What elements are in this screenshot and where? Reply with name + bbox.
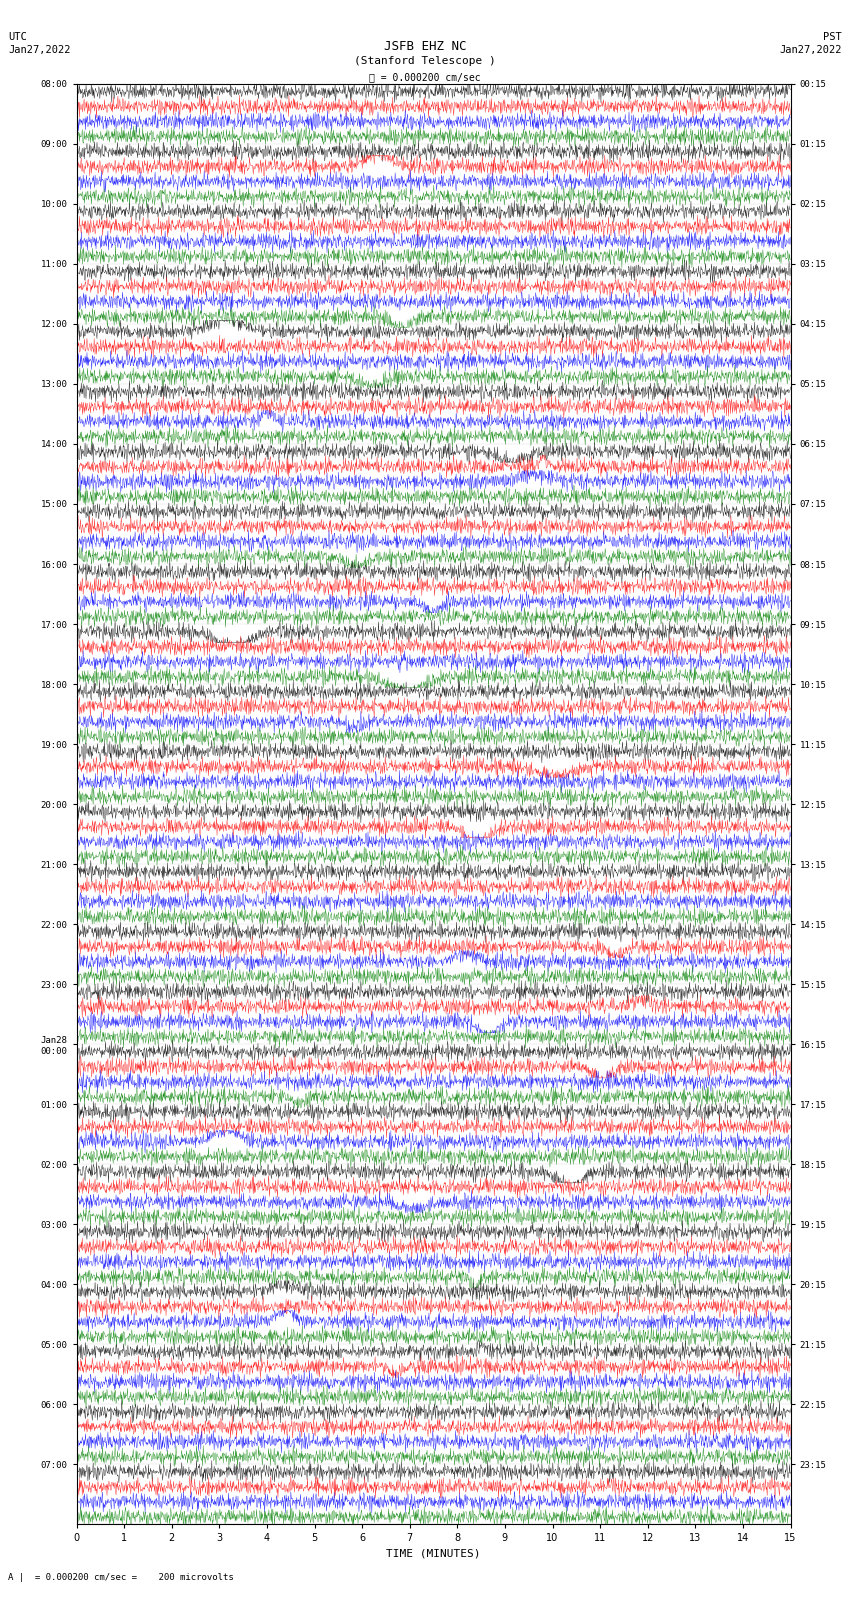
Text: A |  = 0.000200 cm/sec =    200 microvolts: A | = 0.000200 cm/sec = 200 microvolts xyxy=(8,1573,235,1582)
Text: UTC: UTC xyxy=(8,32,27,42)
X-axis label: TIME (MINUTES): TIME (MINUTES) xyxy=(386,1548,481,1558)
Text: JSFB EHZ NC: JSFB EHZ NC xyxy=(383,40,467,53)
Text: ⎺ = 0.000200 cm/sec: ⎺ = 0.000200 cm/sec xyxy=(369,73,481,82)
Text: Jan27,2022: Jan27,2022 xyxy=(779,45,842,55)
Text: Jan27,2022: Jan27,2022 xyxy=(8,45,71,55)
Text: (Stanford Telescope ): (Stanford Telescope ) xyxy=(354,56,496,66)
Text: PST: PST xyxy=(823,32,842,42)
